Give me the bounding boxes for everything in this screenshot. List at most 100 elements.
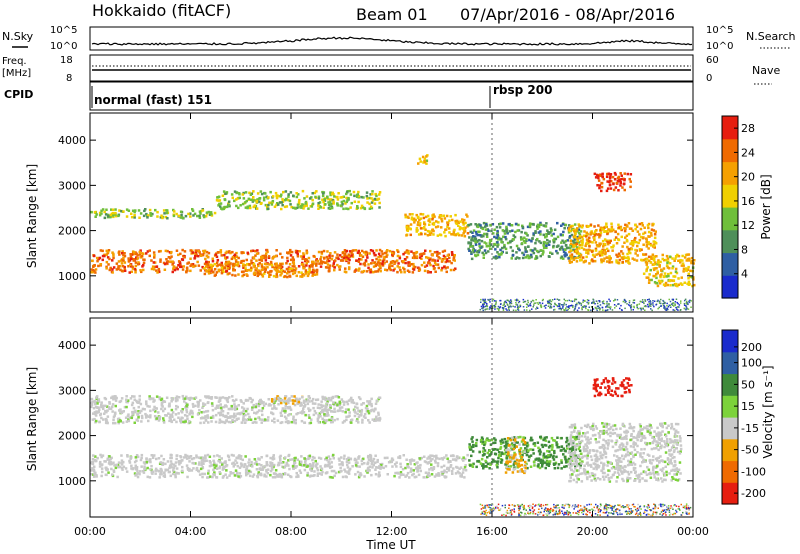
data-cell: [299, 411, 302, 414]
data-cell: [218, 418, 222, 421]
data-cell: [329, 198, 333, 201]
data-cell: [357, 396, 361, 399]
data-cell: [187, 212, 190, 216]
data-cell: [405, 226, 408, 229]
data-cell: [426, 462, 429, 465]
data-cell: [376, 263, 379, 266]
data-cell: [184, 453, 187, 457]
data-cell: [140, 414, 144, 418]
noise-cell: [489, 301, 491, 303]
data-cell: [279, 263, 283, 266]
data-cell: [286, 259, 289, 263]
data-cell: [647, 281, 651, 284]
data-cell: [121, 421, 125, 424]
data-cell: [138, 472, 141, 476]
data-cell: [679, 282, 683, 285]
data-cell: [224, 414, 228, 418]
data-cell: [622, 182, 626, 186]
data-cell: [428, 220, 432, 223]
noise-cell: [542, 298, 544, 301]
data-cell: [370, 397, 373, 401]
data-cell: [400, 473, 403, 476]
data-cell: [326, 260, 329, 263]
noise-cell: [518, 306, 520, 309]
noise-cell: [560, 308, 563, 311]
data-cell: [309, 421, 313, 425]
data-cell: [198, 216, 202, 219]
data-cell: [338, 268, 341, 271]
data-cell: [236, 464, 240, 468]
noise-cell: [490, 305, 492, 307]
data-cell: [358, 413, 362, 417]
data-cell: [100, 212, 103, 215]
data-cell: [645, 240, 648, 244]
noise-cell: [608, 304, 610, 306]
data-cell: [336, 198, 340, 201]
data-cell: [266, 266, 269, 269]
data-cell: [264, 254, 267, 258]
data-cell: [585, 224, 588, 228]
data-cell: [165, 258, 168, 261]
data-cell: [582, 248, 586, 251]
data-cell: [206, 453, 210, 457]
noise-cell: [606, 305, 608, 308]
data-cell: [629, 242, 633, 245]
data-cell: [250, 460, 253, 464]
data-cell: [293, 461, 297, 465]
data-cell: [246, 206, 249, 210]
data-cell: [690, 260, 693, 263]
data-cell: [255, 200, 258, 204]
data-cell: [393, 267, 396, 271]
data-cell: [347, 472, 351, 475]
noise-cell: [573, 309, 575, 311]
data-cell: [159, 260, 162, 263]
data-cell: [372, 261, 376, 265]
data-cell: [316, 259, 320, 263]
data-cell: [357, 249, 360, 253]
data-cell: [634, 227, 637, 231]
data-cell: [217, 411, 220, 415]
data-region: [215, 189, 382, 211]
data-cell: [316, 462, 319, 466]
data-cell: [629, 173, 633, 176]
data-cell: [391, 465, 394, 468]
data-cell: [118, 209, 121, 212]
data-cell: [341, 410, 345, 413]
data-cell: [207, 395, 210, 398]
data-cell: [432, 229, 435, 233]
data-cell: [222, 270, 225, 273]
data-cell: [685, 269, 688, 272]
data-cell: [652, 256, 656, 259]
data-cell: [687, 265, 690, 269]
data-cell: [420, 263, 424, 267]
data-cell: [504, 235, 507, 239]
data-cell: [307, 271, 310, 274]
data-cell: [418, 218, 421, 222]
noise-cell: [649, 300, 651, 302]
data-cell: [138, 411, 142, 414]
noise-cell: [619, 307, 621, 310]
data-cell: [289, 191, 293, 194]
noise-cell: [605, 306, 607, 308]
noise-cell: [686, 303, 688, 305]
cpid-label: CPID: [4, 88, 33, 101]
data-cell: [187, 261, 190, 264]
data-cell: [686, 282, 689, 285]
data-cell: [292, 206, 295, 210]
data-cell: [692, 262, 695, 265]
data-cell: [322, 192, 325, 195]
data-cell: [594, 249, 598, 252]
data-cell: [331, 264, 335, 268]
data-cell: [172, 463, 176, 466]
data-cell: [333, 418, 336, 422]
data-cell: [287, 198, 290, 202]
data-cell: [466, 453, 469, 457]
noise-cell: [483, 301, 486, 304]
data-cell: [429, 459, 433, 463]
data-cell: [508, 230, 512, 233]
data-cell: [633, 258, 636, 261]
data-cell: [210, 420, 213, 423]
data-cell: [579, 259, 582, 262]
data-region: [593, 171, 633, 193]
data-cell: [130, 415, 134, 418]
